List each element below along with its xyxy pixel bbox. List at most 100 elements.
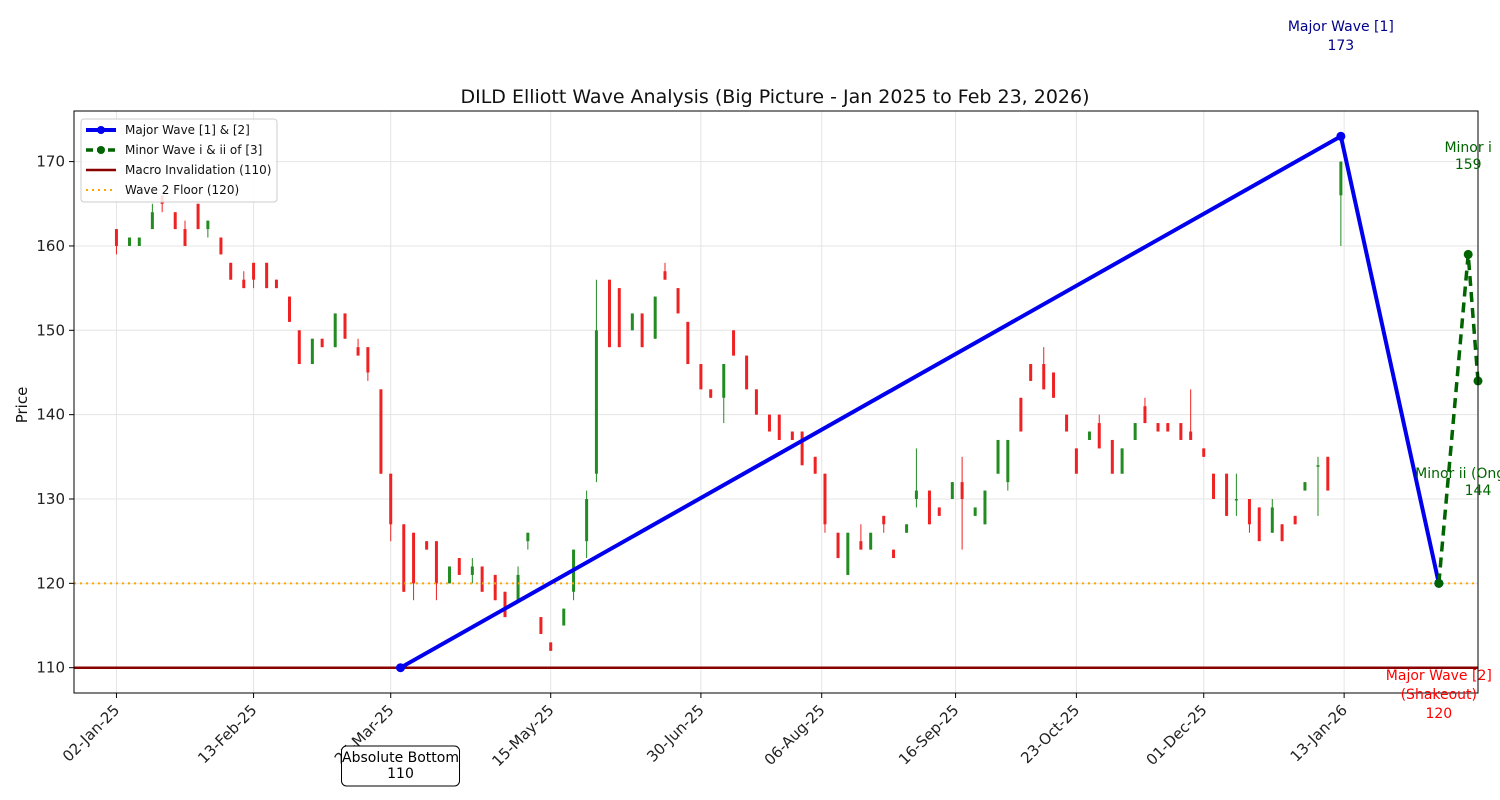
candle-body — [1234, 499, 1238, 501]
candle-body — [617, 288, 621, 348]
candle — [1065, 414, 1069, 432]
candle-body — [196, 203, 200, 230]
candle-body — [1339, 161, 1343, 196]
candle — [767, 414, 771, 432]
candle — [859, 524, 863, 550]
candle — [379, 389, 383, 474]
candle — [1110, 439, 1114, 474]
candle — [686, 321, 690, 365]
candle — [252, 262, 256, 289]
candle — [310, 338, 314, 365]
legend-label: Macro Invalidation (110) — [125, 163, 271, 177]
candle-body — [1029, 364, 1033, 381]
candle-body — [173, 212, 177, 230]
candle-body — [937, 507, 941, 516]
x-tick-label: 23-Oct-25 — [1017, 701, 1083, 767]
candle-body — [754, 389, 758, 415]
candle — [572, 549, 576, 601]
candle-body — [594, 330, 598, 474]
candle — [836, 532, 840, 559]
candle-body — [219, 237, 223, 255]
candle — [983, 490, 987, 525]
candle-body — [823, 473, 827, 525]
candle — [389, 473, 393, 542]
legend-box — [80, 118, 278, 203]
candle-body — [1143, 406, 1147, 424]
candle — [973, 507, 977, 516]
minor-wave-line — [1437, 254, 1480, 584]
major-wave-2-label: Major Wave [2] (Shakeout) 120 — [1386, 668, 1492, 722]
candle-body — [777, 414, 781, 440]
absolute-bottom-text: Absolute Bottom — [342, 750, 459, 766]
candle-body — [379, 389, 383, 474]
candle — [366, 347, 370, 381]
candle — [653, 296, 657, 339]
candle-body — [914, 490, 918, 499]
legend-item: Macro Invalidation (110) — [86, 163, 271, 177]
candle-body — [1189, 431, 1193, 440]
legend-marker — [97, 146, 105, 154]
candle — [1074, 448, 1078, 474]
absolute-bottom-text: 110 — [387, 766, 414, 782]
candle — [1019, 397, 1023, 432]
candle-body — [539, 617, 543, 634]
candle-body — [493, 574, 497, 601]
legend-label: Minor Wave i & ii of [3] — [125, 143, 262, 157]
candle-body — [722, 364, 726, 398]
candle — [320, 338, 324, 348]
candle — [699, 364, 703, 390]
candle-body — [252, 262, 256, 280]
candle-body — [114, 229, 118, 246]
candle — [137, 237, 141, 246]
y-tick-label: 110 — [36, 659, 65, 677]
major-wave-1-label: Major Wave [1] 173 — [1288, 19, 1394, 54]
candle — [1280, 524, 1284, 542]
candle-body — [412, 532, 416, 584]
candle — [914, 448, 918, 508]
candle-body — [137, 237, 141, 246]
major-wave-point — [1336, 131, 1346, 141]
candle — [356, 338, 360, 356]
candle — [732, 330, 736, 356]
candle-body — [836, 532, 840, 559]
candle — [173, 212, 177, 230]
candle-body — [516, 574, 520, 601]
candle — [114, 229, 118, 255]
candle-body — [973, 507, 977, 516]
candle-body — [813, 456, 817, 474]
candle-body — [983, 490, 987, 525]
candle — [754, 389, 758, 415]
minor-ii-label: Minor ii (Ongoing)144 — [1415, 466, 1500, 499]
candle — [526, 532, 530, 550]
legend-item: Wave 2 Floor (120) — [86, 183, 239, 197]
minor-i-label-line: 159 — [1455, 157, 1482, 173]
candle-body — [389, 473, 393, 525]
reference-lines — [74, 582, 1478, 669]
minor-ii-label-line: Minor ii (Ongoing) — [1415, 466, 1500, 482]
candle-body — [1225, 473, 1229, 516]
candle — [585, 490, 589, 559]
candle-body — [960, 482, 964, 499]
candle-body — [1074, 448, 1078, 474]
candle — [800, 431, 804, 466]
major-wave-1-label-line: 173 — [1327, 38, 1354, 54]
major-wave-point — [396, 663, 406, 673]
candle — [1006, 439, 1010, 491]
candle-body — [128, 237, 132, 246]
legend-label: Wave 2 Floor (120) — [125, 183, 239, 197]
candle — [128, 237, 132, 246]
candle — [434, 541, 438, 601]
candle — [1179, 423, 1183, 440]
candle-body — [1097, 423, 1101, 449]
candle-body — [1087, 431, 1091, 440]
candle — [1087, 431, 1091, 440]
candle-body — [1257, 507, 1261, 542]
candle-body — [709, 389, 713, 398]
candle-body — [1065, 414, 1069, 432]
candle-body — [699, 364, 703, 390]
candle-body — [1052, 372, 1056, 398]
candle-body — [470, 566, 474, 575]
candle — [937, 507, 941, 516]
candle-body — [676, 288, 680, 314]
